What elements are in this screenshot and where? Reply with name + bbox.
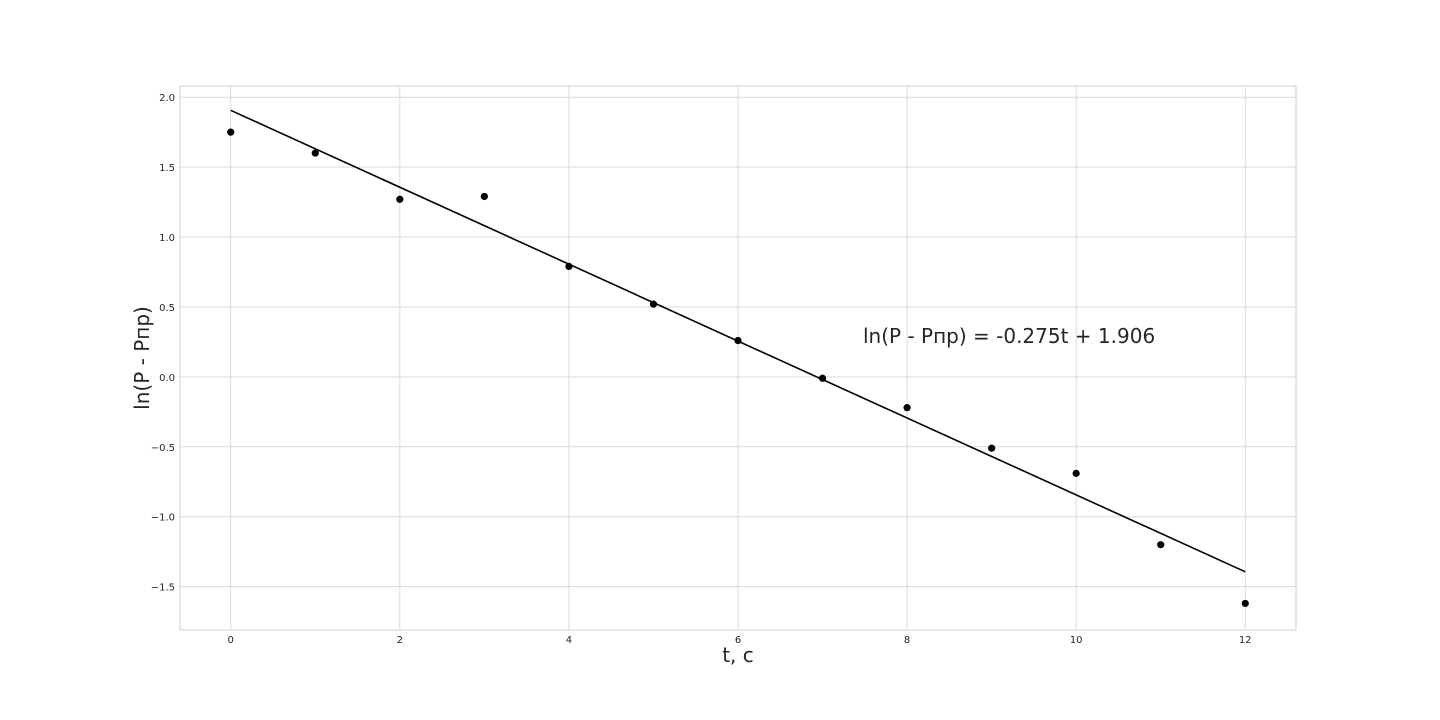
x-tick-label: 4 bbox=[566, 635, 572, 646]
x-axis-title: t, c bbox=[722, 643, 754, 667]
fit-equation-annotation: ln(P - Pпр) = -0.275t + 1.906 bbox=[863, 324, 1155, 348]
data-point bbox=[311, 149, 319, 157]
data-points bbox=[227, 128, 1249, 608]
y-tick-label: 1.0 bbox=[159, 233, 175, 244]
x-tick-label: 8 bbox=[904, 635, 910, 646]
data-point bbox=[1157, 541, 1165, 549]
x-tick-label: 0 bbox=[228, 635, 234, 646]
x-tick-label: 2 bbox=[397, 635, 403, 646]
data-point bbox=[227, 128, 235, 136]
data-point bbox=[1241, 599, 1249, 608]
data-point bbox=[565, 262, 573, 271]
data-point bbox=[903, 404, 911, 412]
data-point bbox=[649, 300, 658, 308]
y-tick-label: 0.5 bbox=[159, 303, 175, 314]
data-point bbox=[988, 444, 996, 452]
y-tick-label: −0.5 bbox=[151, 443, 175, 454]
y-tick-label: −1.5 bbox=[151, 583, 175, 594]
data-point bbox=[396, 195, 404, 203]
data-point bbox=[734, 336, 742, 345]
x-tick-label: 6 bbox=[735, 635, 741, 646]
y-tick-label: −1.0 bbox=[151, 513, 175, 524]
y-axis-title: ln(P - Pпр) bbox=[130, 306, 154, 410]
data-point bbox=[480, 192, 488, 201]
data-point bbox=[1072, 469, 1080, 477]
y-tick-label: 2.0 bbox=[159, 93, 175, 104]
x-tick-labels: 0 2 4 6 8 10 12 bbox=[228, 635, 1252, 646]
x-tick-label: 12 bbox=[1239, 635, 1252, 646]
y-tick-label: 0.0 bbox=[159, 373, 175, 384]
grid bbox=[180, 86, 1296, 630]
x-tick-label: 10 bbox=[1070, 635, 1083, 646]
y-tick-labels: −1.5 −1.0 −0.5 0.0 0.5 1.0 1.5 2.0 bbox=[151, 93, 175, 593]
data-point bbox=[818, 374, 827, 382]
y-tick-label: 1.5 bbox=[159, 163, 175, 174]
